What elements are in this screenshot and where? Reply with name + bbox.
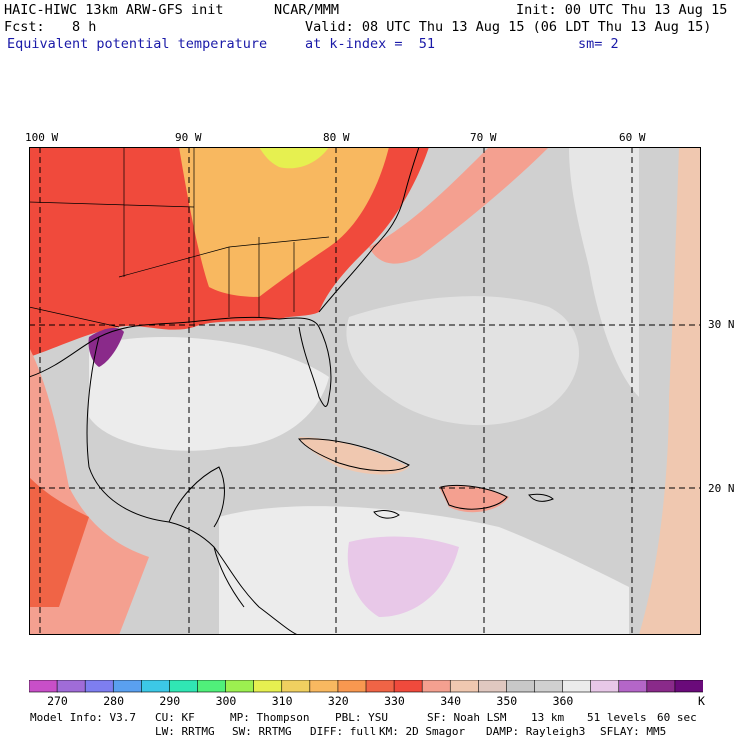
lavender-caribbean xyxy=(347,536,459,617)
colorbar-swatch xyxy=(646,680,676,693)
model-info-sw: SW: RRTMG xyxy=(232,725,292,738)
init-time: Init: 00 UTC Thu 13 Aug 15 xyxy=(516,2,728,18)
hispaniola-tan xyxy=(439,485,509,513)
light-gray-gulf xyxy=(89,337,329,451)
forecast-label: Fcst: xyxy=(4,19,45,35)
valid-time: Valid: 08 UTC Thu 13 Aug 15 (06 LDT Thu … xyxy=(305,19,712,35)
colorbar-tick-label: 310 xyxy=(271,694,293,708)
model-info-cu: CU: KF xyxy=(155,711,195,724)
colorbar-tick-label: 290 xyxy=(159,694,181,708)
model-info-levels: 51 levels xyxy=(587,711,647,724)
level-label: at k-index = 51 xyxy=(305,36,436,52)
model-info-km: KM: 2D Smagor xyxy=(379,725,466,738)
colorbar-tick-label: 320 xyxy=(327,694,349,708)
colorbar-swatch xyxy=(169,680,199,693)
colorbar-tick-label: 330 xyxy=(384,694,405,708)
colorbar-swatch xyxy=(281,680,311,693)
yucatan-coast xyxy=(168,466,225,528)
colorbar-swatch xyxy=(225,680,255,693)
cuba-outline xyxy=(298,438,410,472)
lon-label-100w: 100 W xyxy=(25,131,59,144)
colorbar-swatch xyxy=(112,680,143,693)
colorbar-tick-label: 350 xyxy=(496,694,518,708)
orange-interior xyxy=(179,147,389,297)
model-info-resolution: 13 km xyxy=(531,711,565,724)
theta-e-map xyxy=(29,147,701,635)
puerto-rico-outline xyxy=(528,493,554,502)
mexico-coastline xyxy=(86,336,245,608)
colorbar-swatch xyxy=(562,680,592,693)
jamaica-outline xyxy=(373,510,400,519)
model-info-lw: LW: RRTMG xyxy=(155,725,215,738)
colorbar-swatch xyxy=(56,680,86,693)
colorbar-swatch xyxy=(337,680,367,693)
border-lines xyxy=(29,147,330,328)
lat-label-30n: 30 N xyxy=(708,318,735,331)
colorbar-swatch xyxy=(253,680,283,693)
colorbar-unit: K xyxy=(698,694,705,708)
cuba-tan xyxy=(299,437,409,475)
colorbar-swatch xyxy=(84,680,115,693)
yellow-north xyxy=(259,147,329,169)
model-info-sflay: SFLAY: MM5 xyxy=(600,725,667,738)
lon-label-90w: 90 W xyxy=(175,131,202,144)
field-name: Equivalent potential temperature xyxy=(7,36,268,52)
colorbar xyxy=(29,680,703,693)
lat-label-20n: 20 N xyxy=(708,482,735,495)
us-gulf-coastline xyxy=(29,316,332,407)
lon-label-80w: 80 W xyxy=(323,131,350,144)
colorbar-tick-label: 270 xyxy=(47,694,68,708)
hispaniola-outline xyxy=(440,484,508,510)
colorbar-swatch xyxy=(534,680,564,693)
colorbar-swatch xyxy=(29,680,58,693)
light-gray-east xyxy=(569,147,639,397)
model-info-damp: DAMP: Rayleigh3 xyxy=(486,725,586,738)
model-info-diff: DIFF: full xyxy=(310,725,377,738)
colorbar-swatch xyxy=(618,680,648,693)
warm-mexico-core xyxy=(29,477,89,607)
colorbar-swatch xyxy=(421,680,452,693)
colorbar-swatch xyxy=(674,680,703,693)
lon-label-60w: 60 W xyxy=(619,131,646,144)
smooth-label: sm= 2 xyxy=(578,36,619,52)
central-america-coast xyxy=(213,546,300,635)
forecast-hour: 8 h xyxy=(72,19,97,35)
model-title: HAIC-HIWC 13km ARW-GFS init xyxy=(4,2,224,18)
us-east-coastline xyxy=(318,147,420,313)
colorbar-swatch xyxy=(506,680,536,693)
colorbar-swatch xyxy=(309,680,339,693)
model-info-sf: SF: Noah LSM xyxy=(427,711,507,724)
colorbar-swatch xyxy=(393,680,423,693)
model-info-pbl: PBL: YSU xyxy=(335,711,388,724)
colorbar-tick-label: 280 xyxy=(103,694,125,708)
model-info-mp: MP: Thompson xyxy=(230,711,310,724)
light-gray-atlantic xyxy=(346,296,579,426)
colorbar-swatch xyxy=(197,680,227,693)
model-info-timestep: 60 sec xyxy=(657,711,697,724)
colorbar-tick-label: 360 xyxy=(552,694,574,708)
map-frame xyxy=(29,147,701,635)
colorbar-swatch xyxy=(478,680,508,693)
tan-east-edge xyxy=(639,147,701,635)
colorbar-swatch xyxy=(449,680,480,693)
colorbar-swatch xyxy=(590,680,620,693)
colorbar-tick-label: 340 xyxy=(440,694,462,708)
colorbar-tick-label: 300 xyxy=(215,694,237,708)
tan-plume xyxy=(369,147,549,264)
colorbar-swatch xyxy=(141,680,171,693)
colorbar-swatch xyxy=(365,680,395,693)
org-label: NCAR/MMM xyxy=(274,2,340,18)
model-info-version: Model Info: V3.7 xyxy=(30,711,136,724)
lon-label-70w: 70 W xyxy=(470,131,497,144)
